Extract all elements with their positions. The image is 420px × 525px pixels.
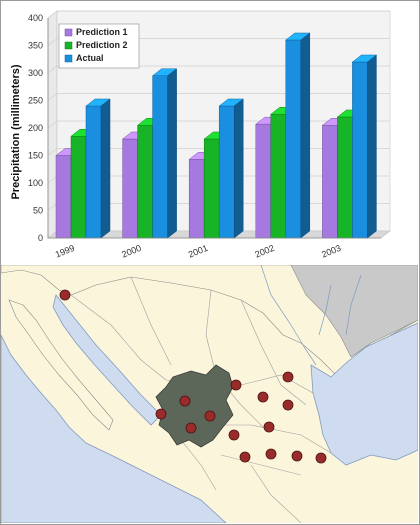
legend-swatch [64,41,73,50]
bar-side [167,68,177,239]
rivers [260,265,362,366]
map-marker [179,395,191,407]
bar-side [100,98,111,239]
bar [55,155,72,239]
y-tick-label: 150 [28,151,43,161]
map-marker [265,448,277,460]
legend-label: Actual [76,53,104,63]
bar [255,123,272,239]
y-tick-label: 250 [28,96,43,106]
bar [352,61,368,239]
gulf-of-california [52,294,162,426]
legend: Prediction 1 Prediction 2 Actual [58,23,140,69]
y-tick-label: 50 [33,206,43,216]
bar [85,105,102,239]
y-tick-label: 300 [28,68,43,78]
bar-side [233,98,244,239]
y-tick-label: 400 [28,13,43,23]
bar-side [300,32,311,239]
y-tick-label: 100 [28,178,43,188]
y-tick-label: 200 [28,123,43,133]
pacific-ocean [1,334,227,523]
y-tick-label: 0 [38,233,43,243]
gridline-side [47,120,58,129]
bar [122,138,138,239]
legend-swatch [64,28,73,37]
map-marker [155,408,167,420]
chart-bars [55,32,378,239]
map-marker [230,379,242,391]
legend-label: Prediction 2 [76,40,128,50]
legend-label: Prediction 1 [76,27,128,37]
map-marker [291,450,303,462]
map-marker [282,399,294,411]
bar [70,136,87,239]
bar [152,75,168,239]
gridline-side [47,10,58,19]
bar [270,114,287,239]
legend-box [58,23,140,69]
gridline-side [47,230,58,239]
map-marker [228,429,240,441]
gridline-side [47,38,58,46]
map-marker [263,421,275,433]
map-marker [315,452,327,464]
bar [322,125,338,239]
map-marker [59,289,71,301]
bar [188,159,205,239]
bar [337,116,353,239]
gridline-side [47,148,58,156]
map-marker [204,410,216,422]
map-markers [59,289,327,464]
neighbor-land [290,265,418,358]
map-marker [257,391,269,403]
gridline-side [47,65,58,74]
map [1,265,418,523]
map-marker [185,422,197,434]
gulf-of-mexico [310,322,418,466]
gridline-side [47,93,58,101]
bar-side [367,54,377,239]
bar [218,105,235,239]
bar [203,138,220,239]
gridline-side [47,175,58,184]
y-axis-label: Precipitation (millimeters) [10,64,22,199]
bar [137,125,153,239]
y-tick-label: 350 [28,41,43,51]
map-marker [239,451,251,463]
baja-california [8,299,114,431]
legend-swatch [64,54,73,63]
map-marker [282,371,294,383]
bar [285,39,302,239]
gridline-side [47,203,58,211]
